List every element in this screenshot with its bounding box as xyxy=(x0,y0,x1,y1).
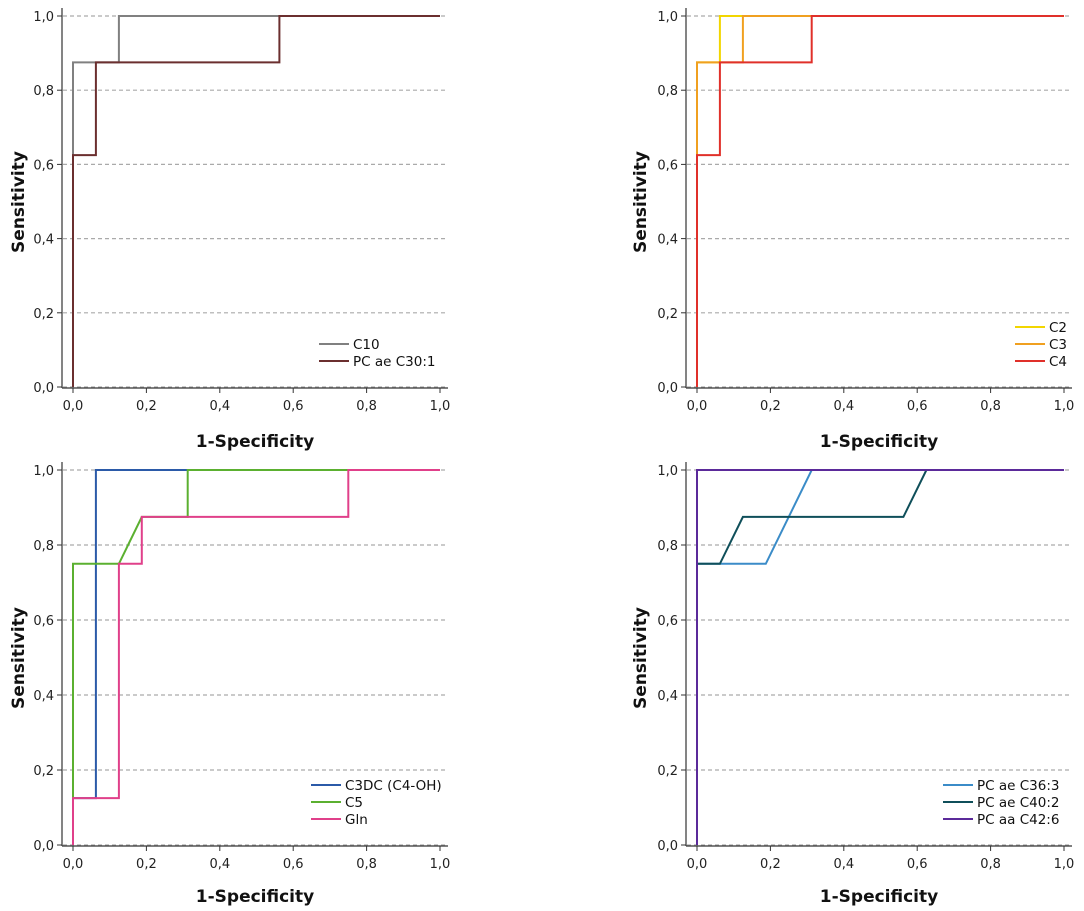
series-line-c10 xyxy=(72,15,440,387)
y-axis-title: Sensitivity xyxy=(9,151,29,253)
legend-label: C2 xyxy=(1049,320,1067,336)
roc-chart-3: 0,0 0,0 0,2 0,2 0,4 0,4 0,6 0,6 0,8 0,8 1,0 1,0 1-Sp… xyxy=(9,462,450,907)
x-tick-label: 0,8 xyxy=(356,399,377,414)
y-tick-label: 0,8 xyxy=(657,539,678,554)
x-tick-label: 1,0 xyxy=(430,399,451,414)
x-tick-label: 0,0 xyxy=(687,399,708,414)
legend-label: C3DC (C4-OH) xyxy=(345,778,442,794)
y-tick-label: 0,0 xyxy=(657,381,678,396)
x-tick-label: 1,0 xyxy=(1054,857,1075,872)
y-tick-label: 1,0 xyxy=(657,10,678,25)
legend-label: C10 xyxy=(353,337,380,353)
roc-chart-1: 0,0 0,0 0,2 0,2 0,4 0,4 0,6 0,6 0,8 0,8 1,0 1,0 1-Sp… xyxy=(9,8,450,452)
series-line-pc-ae-c30-1 xyxy=(72,15,440,387)
y-tick-label: 0,4 xyxy=(657,689,678,704)
x-tick-label: 0,6 xyxy=(907,857,928,872)
x-axis-title: 1-Specificity xyxy=(196,887,314,907)
x-tick-label: 0,6 xyxy=(283,857,304,872)
y-tick-label: 0,0 xyxy=(33,381,54,396)
y-tick-label: 0,2 xyxy=(33,764,54,779)
legend-label: C5 xyxy=(345,795,363,811)
y-tick-label: 0,0 xyxy=(657,839,678,854)
x-tick-label: 0,4 xyxy=(209,857,230,872)
y-tick-label: 0,4 xyxy=(657,233,678,248)
y-axis-title: Sensitivity xyxy=(631,151,651,253)
y-tick-label: 0,8 xyxy=(657,84,678,99)
x-tick-label: 0,8 xyxy=(980,399,1001,414)
x-tick-label: 0,2 xyxy=(760,857,781,872)
x-tick-label: 0,4 xyxy=(209,399,230,414)
x-tick-label: 0,0 xyxy=(63,857,84,872)
x-axis-title: 1-Specificity xyxy=(820,432,938,452)
y-tick-label: 1,0 xyxy=(33,10,54,25)
y-tick-label: 0,6 xyxy=(33,614,54,629)
x-tick-label: 1,0 xyxy=(430,857,451,872)
legend: PC ae C36:3PC ae C40:2PC aa C42:6 xyxy=(943,778,1059,828)
legend-label: PC ae C40:2 xyxy=(977,795,1059,811)
y-tick-label: 0,6 xyxy=(33,158,54,173)
legend-label: PC ae C30:1 xyxy=(353,354,435,370)
legend-label: C4 xyxy=(1049,354,1067,370)
y-axis-title: Sensitivity xyxy=(631,607,651,709)
x-axis-title: 1-Specificity xyxy=(196,432,314,452)
y-tick-label: 0,8 xyxy=(33,84,54,99)
x-tick-label: 0,8 xyxy=(356,857,377,872)
y-tick-label: 1,0 xyxy=(33,464,54,479)
x-tick-label: 0,6 xyxy=(283,399,304,414)
y-tick-label: 0,8 xyxy=(33,539,54,554)
y-tick-label: 0,6 xyxy=(657,158,678,173)
x-tick-label: 1,0 xyxy=(1054,399,1075,414)
y-tick-label: 0,4 xyxy=(33,233,54,248)
series-line-gln xyxy=(72,469,440,845)
y-tick-label: 0,2 xyxy=(33,307,54,322)
legend-label: PC ae C36:3 xyxy=(977,778,1059,794)
series-line-c4 xyxy=(696,15,1064,387)
x-tick-label: 0,4 xyxy=(833,399,854,414)
y-tick-label: 0,2 xyxy=(657,764,678,779)
series-line-c2 xyxy=(696,15,1064,387)
y-tick-label: 0,4 xyxy=(33,689,54,704)
x-tick-label: 0,2 xyxy=(136,399,157,414)
series-line-c3 xyxy=(696,15,1064,387)
series-line-pc-aa-c42-6 xyxy=(696,469,1064,845)
x-tick-label: 0,4 xyxy=(833,857,854,872)
legend-label: Gln xyxy=(345,812,368,828)
x-tick-label: 0,6 xyxy=(907,399,928,414)
y-tick-label: 1,0 xyxy=(657,464,678,479)
y-axis-title: Sensitivity xyxy=(9,607,29,709)
y-tick-label: 0,2 xyxy=(657,307,678,322)
roc-chart-2: 0,0 0,0 0,2 0,2 0,4 0,4 0,6 0,6 0,8 0,8 1,0 1,0 1-Sp… xyxy=(631,8,1074,452)
legend-label: C3 xyxy=(1049,337,1067,353)
x-axis-title: 1-Specificity xyxy=(820,887,938,907)
legend-label: PC aa C42:6 xyxy=(977,812,1059,828)
x-tick-label: 0,0 xyxy=(63,399,84,414)
x-tick-label: 0,8 xyxy=(980,857,1001,872)
roc-chart-4: 0,0 0,0 0,2 0,2 0,4 0,4 0,6 0,6 0,8 0,8 1,0 1,0 1-Sp… xyxy=(631,462,1074,907)
x-tick-label: 0,2 xyxy=(760,399,781,414)
x-tick-label: 0,2 xyxy=(136,857,157,872)
y-tick-label: 0,0 xyxy=(33,839,54,854)
y-tick-label: 0,6 xyxy=(657,614,678,629)
x-tick-label: 0,0 xyxy=(687,857,708,872)
